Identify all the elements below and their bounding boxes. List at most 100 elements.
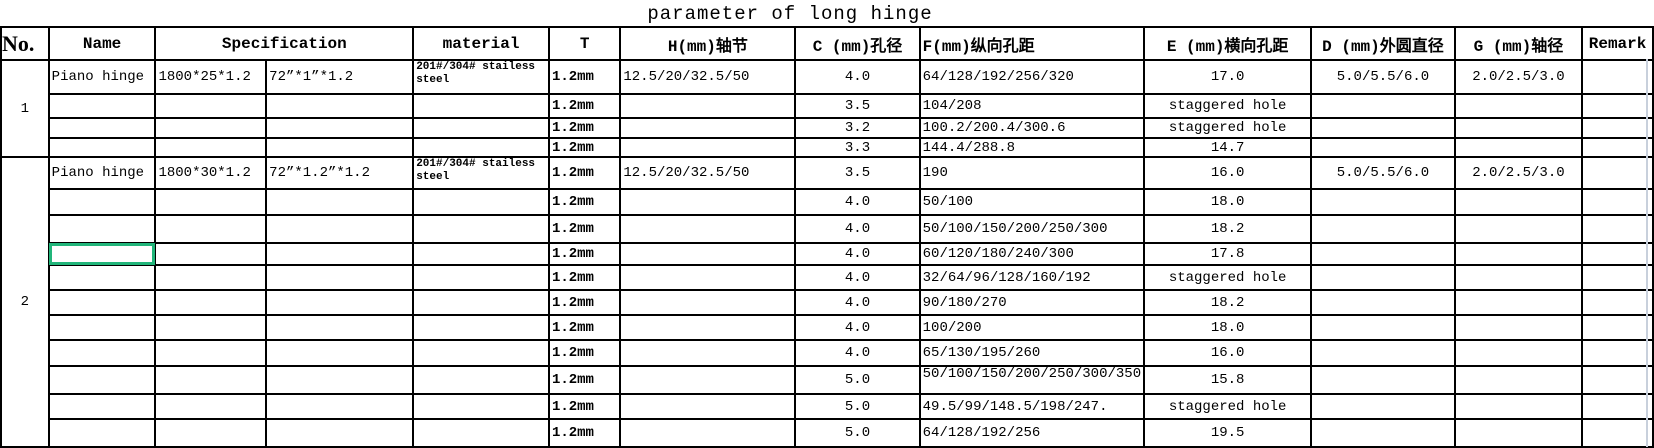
spec-in-cell[interactable]	[265, 214, 415, 244]
header-f[interactable]: F(mm)纵向孔距	[918, 26, 1146, 61]
t-cell[interactable]: 1.2mm	[547, 339, 622, 367]
name-cell[interactable]: Piano hinge	[47, 156, 157, 190]
spec-mm-cell[interactable]	[154, 117, 268, 139]
h-cell[interactable]	[619, 93, 797, 119]
c-cell[interactable]: 3.5	[794, 93, 921, 119]
material-cell[interactable]	[412, 117, 550, 139]
g-cell[interactable]: 2.0/2.5/3.0	[1453, 59, 1584, 95]
header-specification[interactable]: Specification	[154, 26, 415, 61]
t-cell[interactable]: 1.2mm	[547, 393, 622, 420]
c-cell[interactable]: 4.0	[794, 242, 921, 266]
g-cell[interactable]	[1453, 137, 1584, 158]
e-cell[interactable]: 17.0	[1143, 59, 1313, 95]
f-cell[interactable]: 144.4/288.8	[918, 137, 1146, 158]
spec-in-cell[interactable]	[265, 418, 415, 448]
header-name[interactable]: Name	[47, 26, 157, 61]
material-cell[interactable]	[412, 188, 550, 216]
f-cell[interactable]: 104/208	[918, 93, 1146, 119]
h-cell[interactable]	[619, 117, 797, 139]
d-cell[interactable]	[1310, 339, 1456, 367]
spec-mm-cell[interactable]	[154, 365, 268, 395]
c-cell[interactable]: 3.2	[794, 117, 921, 139]
h-cell[interactable]	[619, 137, 797, 158]
spec-mm-cell[interactable]	[154, 188, 268, 216]
material-cell[interactable]	[412, 339, 550, 367]
c-cell[interactable]: 5.0	[794, 418, 921, 448]
spec-mm-cell[interactable]	[154, 137, 268, 158]
spec-in-cell[interactable]: 72”*1”*1.2	[265, 59, 415, 95]
c-cell[interactable]: 4.0	[794, 314, 921, 341]
e-cell[interactable]: 14.7	[1143, 137, 1313, 158]
group-number-cell[interactable]: 2	[0, 156, 50, 448]
e-cell[interactable]: staggered hole	[1143, 393, 1313, 420]
d-cell[interactable]: 5.0/5.5/6.0	[1310, 156, 1456, 190]
t-cell[interactable]: 1.2mm	[547, 156, 622, 190]
c-cell[interactable]: 4.0	[794, 214, 921, 244]
header-no[interactable]: No.	[0, 26, 50, 61]
remark-cell[interactable]	[1581, 314, 1654, 341]
group-number-cell[interactable]: 1	[0, 59, 50, 158]
g-cell[interactable]	[1453, 214, 1584, 244]
d-cell[interactable]	[1310, 314, 1456, 341]
t-cell[interactable]: 1.2mm	[547, 137, 622, 158]
f-cell[interactable]: 32/64/96/128/160/192	[918, 264, 1146, 291]
name-cell[interactable]	[47, 314, 157, 341]
material-cell[interactable]: 201#/304# stailess steel	[412, 156, 550, 190]
spec-mm-cell[interactable]	[154, 393, 268, 420]
spec-mm-cell[interactable]	[154, 339, 268, 367]
e-cell[interactable]: 18.0	[1143, 314, 1313, 341]
spec-mm-cell[interactable]: 1800*30*1.2	[154, 156, 268, 190]
c-cell[interactable]: 4.0	[794, 188, 921, 216]
name-cell[interactable]	[47, 339, 157, 367]
d-cell[interactable]	[1310, 393, 1456, 420]
remark-cell[interactable]	[1581, 289, 1654, 316]
name-cell[interactable]	[47, 242, 157, 266]
t-cell[interactable]: 1.2mm	[547, 93, 622, 119]
f-cell[interactable]: 50/100/150/200/250/300	[918, 214, 1146, 244]
e-cell[interactable]: 17.8	[1143, 242, 1313, 266]
e-cell[interactable]: staggered hole	[1143, 93, 1313, 119]
t-cell[interactable]: 1.2mm	[547, 214, 622, 244]
t-cell[interactable]: 1.2mm	[547, 289, 622, 316]
d-cell[interactable]	[1310, 188, 1456, 216]
g-cell[interactable]	[1453, 188, 1584, 216]
material-cell[interactable]	[412, 393, 550, 420]
material-cell[interactable]	[412, 93, 550, 119]
h-cell[interactable]: 12.5/20/32.5/50	[619, 59, 797, 95]
g-cell[interactable]	[1453, 418, 1584, 448]
h-cell[interactable]	[619, 418, 797, 448]
h-cell[interactable]	[619, 393, 797, 420]
name-cell[interactable]	[47, 289, 157, 316]
name-cell[interactable]	[47, 188, 157, 216]
name-cell[interactable]	[47, 393, 157, 420]
header-c[interactable]: C (mm)孔径	[794, 26, 921, 61]
remark-cell[interactable]	[1581, 393, 1654, 420]
name-cell[interactable]	[47, 418, 157, 448]
header-t[interactable]: T	[547, 26, 622, 61]
spec-mm-cell[interactable]	[154, 418, 268, 448]
name-cell[interactable]	[47, 264, 157, 291]
material-cell[interactable]: 201#/304# stailess steel	[412, 59, 550, 95]
t-cell[interactable]: 1.2mm	[547, 59, 622, 95]
h-cell[interactable]: 12.5/20/32.5/50	[619, 156, 797, 190]
c-cell[interactable]: 4.0	[794, 264, 921, 291]
spec-in-cell[interactable]	[265, 339, 415, 367]
f-cell[interactable]: 100/200	[918, 314, 1146, 341]
t-cell[interactable]: 1.2mm	[547, 418, 622, 448]
remark-cell[interactable]	[1581, 339, 1654, 367]
e-cell[interactable]: 16.0	[1143, 156, 1313, 190]
c-cell[interactable]: 4.0	[794, 289, 921, 316]
e-cell[interactable]: 18.2	[1143, 289, 1313, 316]
header-remark[interactable]: Remark	[1581, 26, 1654, 61]
spec-mm-cell[interactable]	[154, 242, 268, 266]
remark-cell[interactable]	[1581, 365, 1654, 395]
f-cell[interactable]: 190	[918, 156, 1146, 190]
c-cell[interactable]: 4.0	[794, 59, 921, 95]
spec-in-cell[interactable]	[265, 242, 415, 266]
f-cell[interactable]: 65/130/195/260	[918, 339, 1146, 367]
d-cell[interactable]	[1310, 137, 1456, 158]
spec-in-cell[interactable]	[265, 93, 415, 119]
h-cell[interactable]	[619, 314, 797, 341]
t-cell[interactable]: 1.2mm	[547, 314, 622, 341]
material-cell[interactable]	[412, 289, 550, 316]
